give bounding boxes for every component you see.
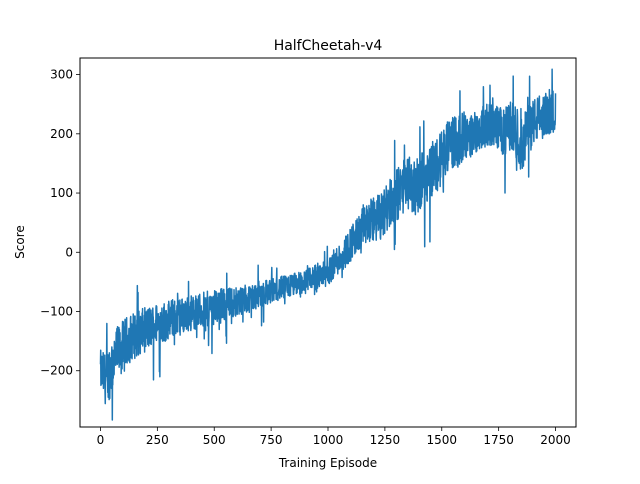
x-tick-label: 2000 (540, 433, 571, 447)
score-series-line (99, 68, 557, 421)
x-axis-label: Training Episode (278, 456, 377, 470)
x-axis: 0 250 500 750 1000 1250 1500 1750 2000 (97, 427, 571, 447)
x-tick-label: 1250 (370, 433, 401, 447)
x-tick-label: 750 (260, 433, 283, 447)
y-axis: −200 −100 0 100 200 300 (40, 68, 80, 378)
x-tick-label: 1000 (313, 433, 344, 447)
x-tick-label: 500 (203, 433, 226, 447)
chart-title: HalfCheetah-v4 (274, 38, 383, 54)
x-tick-label: 1500 (426, 433, 457, 447)
x-tick-label: 250 (146, 433, 169, 447)
y-tick-label: 200 (50, 127, 73, 141)
series-layer (99, 68, 557, 421)
y-tick-label: −100 (40, 305, 73, 319)
x-tick-label: 0 (97, 433, 105, 447)
y-tick-label: 100 (50, 186, 73, 200)
y-tick-label: 0 (65, 245, 73, 259)
y-tick-label: 300 (50, 68, 73, 82)
x-tick-label: 1750 (483, 433, 514, 447)
y-axis-label: Score (13, 225, 27, 259)
y-tick-label: −200 (40, 364, 73, 378)
